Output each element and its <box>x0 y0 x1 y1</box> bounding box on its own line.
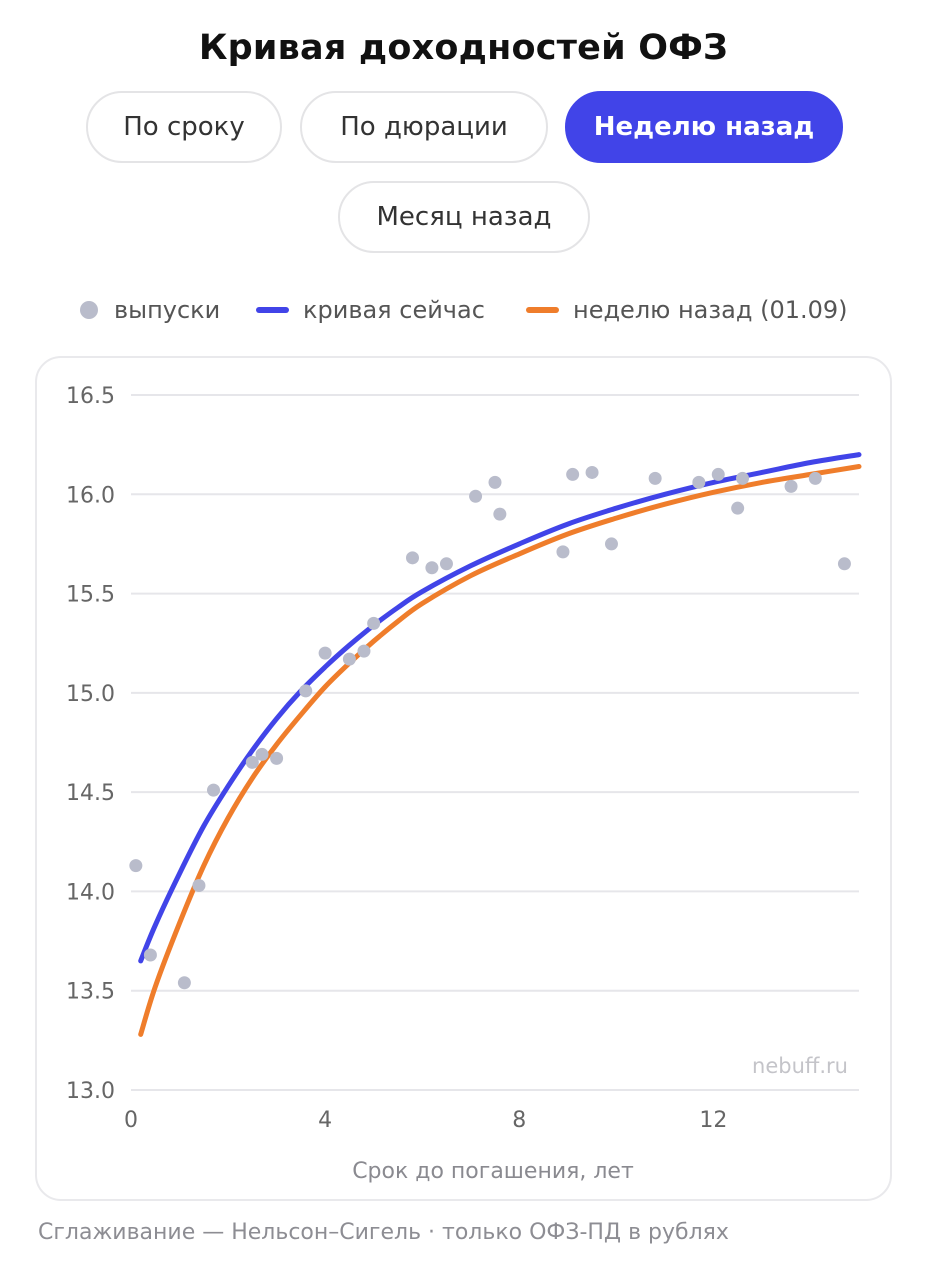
issue-point <box>318 646 332 660</box>
issue-point <box>648 471 662 485</box>
tab-by-maturity[interactable]: По сроку <box>86 91 282 163</box>
issue-point <box>488 475 502 489</box>
issue-point <box>585 465 599 479</box>
issue-point <box>711 467 725 481</box>
issue-point <box>245 755 259 769</box>
issue-point <box>192 878 206 892</box>
x-tick-label: 12 <box>699 1108 727 1133</box>
x-tick-label: 4 <box>318 1108 332 1133</box>
y-tick-label: 15.0 <box>66 682 115 707</box>
x-tick-label: 0 <box>124 1108 138 1133</box>
issue-point <box>493 507 507 521</box>
issue-point <box>143 948 157 962</box>
chart-title: Кривая доходностей ОФЗ <box>198 28 729 68</box>
issue-point <box>207 783 221 797</box>
legend-marker-issues <box>80 301 98 319</box>
issue-point <box>469 489 483 503</box>
issue-point <box>736 471 750 485</box>
yield-curve-chart: 13.0 13.5 14.0 14.5 15.0 15.5 16.0 16.5 0 4 8 12 Сро… <box>66 384 862 1184</box>
y-tick-label: 13.0 <box>66 1079 115 1104</box>
current-curve-line <box>138 452 862 964</box>
issue-point <box>439 557 453 571</box>
legend-item-issues: выпуски <box>80 292 220 328</box>
x-axis-label: Срок до погашения, лет <box>352 1159 634 1184</box>
issue-point <box>270 751 284 765</box>
week-ago-curve-line <box>138 464 862 1037</box>
chart-card: 13.0 13.5 14.0 14.5 15.0 15.5 16.0 16.5 0 4 8 12 Сро… <box>35 356 892 1201</box>
footnote: Сглаживание — Нельсон–Сигель · только ОФ… <box>38 1220 729 1245</box>
issue-point <box>731 501 745 515</box>
issue-point <box>177 976 191 990</box>
legend-item-current: кривая сейчас <box>256 292 485 328</box>
tab-by-duration[interactable]: По дюрации <box>300 91 548 163</box>
legend-label-current: кривая сейчас <box>303 296 485 324</box>
issue-point <box>299 684 313 698</box>
watermark: nebuff.ru <box>752 1054 848 1078</box>
issue-point <box>692 475 706 489</box>
legend-marker-current <box>256 307 289 313</box>
issue-point <box>556 545 570 559</box>
issue-point <box>357 644 371 658</box>
y-tick-label: 15.5 <box>66 583 115 608</box>
x-tick-label: 8 <box>512 1108 526 1133</box>
y-tick-label: 14.5 <box>66 781 115 806</box>
issue-point <box>425 561 439 575</box>
legend-marker-week-ago <box>526 307 559 313</box>
issue-point <box>837 557 851 571</box>
tab-week-ago[interactable]: Неделю назад <box>565 91 843 163</box>
issue-point <box>129 859 143 873</box>
issue-point <box>367 616 381 630</box>
tab-month-ago[interactable]: Месяц назад <box>338 181 590 253</box>
issue-point <box>784 479 798 493</box>
legend-label-issues: выпуски <box>114 296 221 324</box>
issue-point <box>255 747 269 761</box>
issue-point <box>604 537 618 551</box>
legend-item-week-ago: неделю назад (01.09) <box>526 292 848 328</box>
y-tick-label: 16.5 <box>66 384 115 409</box>
y-tick-label: 13.5 <box>66 980 115 1005</box>
issue-point <box>405 551 419 565</box>
y-tick-label: 14.0 <box>66 880 115 905</box>
issue-point <box>808 471 822 485</box>
issue-point <box>342 652 356 666</box>
issue-point <box>566 467 580 481</box>
y-tick-label: 16.0 <box>66 483 115 508</box>
legend-label-week-ago: неделю назад (01.09) <box>573 296 848 324</box>
chart-legend: выпуски кривая сейчас неделю назад (01.0… <box>0 292 927 328</box>
